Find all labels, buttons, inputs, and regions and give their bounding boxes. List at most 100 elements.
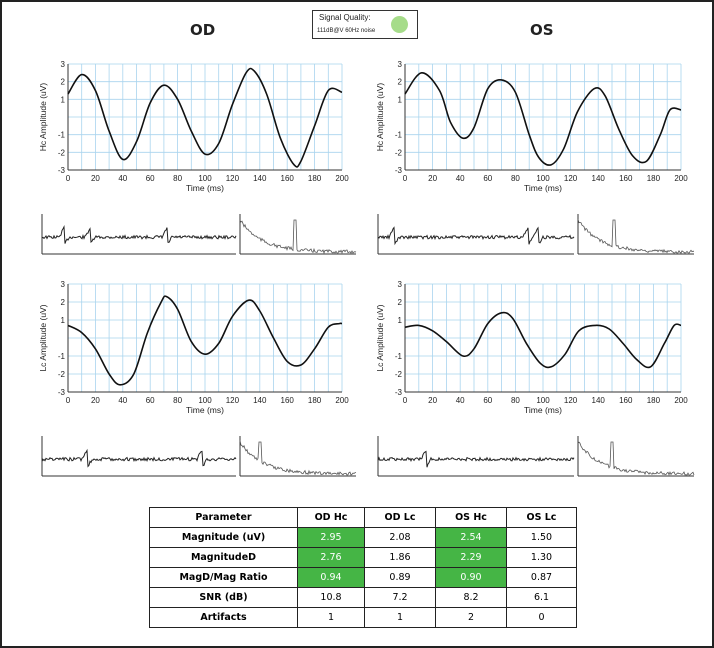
od-hc-y-tick-label: 2 bbox=[61, 78, 66, 87]
os-lc-y-tick-label: -1 bbox=[395, 352, 403, 361]
signal-quality-label: Signal Quality: bbox=[319, 13, 371, 22]
od-hc-waveform-line bbox=[67, 67, 343, 168]
value-cell: 2.95 bbox=[297, 527, 365, 548]
os-lc-x-tick-label: 160 bbox=[619, 396, 633, 405]
table-row: Magnitude (uV) 2.95 2.08 2.54 1.50 bbox=[149, 527, 577, 548]
value-cell: 7.2 bbox=[364, 587, 436, 608]
od-lc-x-tick-label: 180 bbox=[308, 396, 322, 405]
od-hc-x-tick-label: 200 bbox=[335, 174, 349, 183]
os-lc-x-axis-label: Time (ms) bbox=[524, 405, 562, 415]
od-hc-spectrum-thumbnail bbox=[239, 214, 357, 255]
value-cell: 1.50 bbox=[506, 527, 577, 548]
os-lc-chart: 0 20 40 60 80 100 120 140 160 180 200 3 2 1 -1 -2 -3 Time… bbox=[375, 280, 688, 415]
os-hc-x-tick-label: 60 bbox=[483, 174, 492, 183]
os-lc-x-tick-label: 40 bbox=[456, 396, 465, 405]
os-lc-x-tick-label: 20 bbox=[428, 396, 437, 405]
os-title: OS bbox=[530, 21, 554, 39]
od-hc-raw-trace-thumbnail bbox=[41, 214, 237, 255]
od-hc-x-tick-label: 180 bbox=[308, 174, 322, 183]
od-hc-y-tick-label: -2 bbox=[58, 148, 66, 157]
od-lc-x-tick-label: 60 bbox=[146, 396, 155, 405]
os-lc-x-tick-label: 120 bbox=[564, 396, 578, 405]
od-hc-y-tick-label: 3 bbox=[61, 60, 66, 69]
od-lc-x-tick-label: 0 bbox=[66, 396, 71, 405]
od-lc-y-tick-label: -3 bbox=[58, 388, 66, 397]
row-label-cell: Magnitude (uV) bbox=[149, 527, 298, 548]
os-lc-x-tick-label: 0 bbox=[403, 396, 408, 405]
od-lc-y-tick-label: -1 bbox=[58, 352, 66, 361]
os-lc-waveform-line bbox=[404, 311, 682, 369]
thumbnail-trace bbox=[41, 448, 237, 468]
od-hc-chart: 0 20 40 60 80 100 120 140 160 180 200 3 2 1 -1 -2 -3 Time… bbox=[38, 60, 349, 193]
od-lc-x-tick-label: 160 bbox=[281, 396, 295, 405]
od-hc-x-tick-label: 60 bbox=[146, 174, 155, 183]
od-lc-waveform-line bbox=[67, 295, 343, 386]
thumbnail-trace bbox=[239, 440, 357, 476]
od-lc-spectrum-thumbnail bbox=[239, 436, 357, 477]
os-hc-raw-trace-thumbnail bbox=[377, 214, 575, 255]
os-hc-y-tick-label: 3 bbox=[398, 60, 403, 69]
value-cell: 1.30 bbox=[506, 547, 577, 568]
os-lc-y-tick-label: -2 bbox=[395, 370, 403, 379]
od-hc-x-tick-label: 0 bbox=[66, 174, 71, 183]
thumbnail-trace bbox=[377, 226, 575, 246]
os-lc-x-tick-label: 80 bbox=[511, 396, 520, 405]
row-label-cell: SNR (dB) bbox=[149, 587, 298, 608]
os-hc-x-tick-label: 160 bbox=[619, 174, 633, 183]
od-lc-y-tick-label: 1 bbox=[61, 316, 66, 325]
column-header: OD Lc bbox=[364, 507, 436, 528]
os-hc-y-tick-label: -3 bbox=[395, 166, 403, 175]
os-hc-y-axis-label: Hc Amplitude (uV) bbox=[375, 83, 385, 152]
signal-quality-detail: 111dB@V 60Hz noise bbox=[317, 28, 376, 34]
table-body: Magnitude (uV) 2.95 2.08 2.54 1.50 MagnitudeD… bbox=[149, 527, 577, 628]
value-cell: 2.76 bbox=[297, 547, 365, 568]
os-hc-x-axis-label: Time (ms) bbox=[524, 183, 562, 193]
os-hc-y-tick-label: 1 bbox=[398, 95, 403, 104]
value-cell: 0.94 bbox=[297, 567, 365, 588]
od-lc-y-tick-label: -2 bbox=[58, 370, 66, 379]
os-lc-x-tick-label: 200 bbox=[674, 396, 688, 405]
thumbnail-trace bbox=[239, 219, 357, 255]
os-hc-x-tick-label: 40 bbox=[456, 174, 465, 183]
os-hc-spectrum-thumbnail bbox=[577, 214, 695, 255]
table-row: SNR (dB) 10.8 7.2 8.2 6.1 bbox=[149, 587, 577, 608]
od-hc-x-tick-label: 100 bbox=[198, 174, 212, 183]
os-hc-chart: 0 20 40 60 80 100 120 140 160 180 200 3 2 1 -1 -2 -3 Time… bbox=[375, 60, 688, 193]
od-lc-x-tick-label: 120 bbox=[226, 396, 240, 405]
os-hc-x-tick-label: 20 bbox=[428, 174, 437, 183]
row-label-cell: MagnitudeD bbox=[149, 547, 298, 568]
od-lc-x-axis-label: Time (ms) bbox=[186, 405, 224, 415]
os-lc-x-tick-label: 60 bbox=[483, 396, 492, 405]
od-lc-y-axis-label: Lc Amplitude (uV) bbox=[38, 304, 48, 371]
thumbnail-trace bbox=[577, 441, 695, 476]
od-hc-x-tick-label: 80 bbox=[173, 174, 182, 183]
waveform-plots: 0 20 40 60 80 100 120 140 160 180 200321-1-2-3Time… bbox=[38, 60, 695, 477]
table-row: MagnitudeD 2.76 1.86 2.29 1.30 bbox=[149, 547, 577, 568]
od-lc-x-tick-label: 20 bbox=[91, 396, 100, 405]
od-hc-y-tick-label: -1 bbox=[58, 131, 66, 140]
value-cell: 0.87 bbox=[506, 567, 577, 588]
os-lc-x-tick-label: 100 bbox=[536, 396, 550, 405]
od-lc-x-tick-label: 40 bbox=[118, 396, 127, 405]
column-header: Parameter bbox=[149, 507, 298, 528]
value-cell: 2.08 bbox=[364, 527, 436, 548]
thumbnail-trace bbox=[377, 450, 575, 468]
od-lc-x-tick-label: 100 bbox=[198, 396, 212, 405]
value-cell: 2 bbox=[435, 607, 507, 628]
os-lc-y-tick-label: -3 bbox=[395, 388, 403, 397]
os-lc-y-axis-label: Lc Amplitude (uV) bbox=[375, 304, 385, 371]
os-hc-x-tick-label: 100 bbox=[536, 174, 550, 183]
od-hc-x-tick-label: 40 bbox=[118, 174, 127, 183]
value-cell: 1 bbox=[297, 607, 365, 628]
od-lc-y-tick-label: 2 bbox=[61, 298, 66, 307]
value-cell: 0.90 bbox=[435, 567, 507, 588]
column-header: OD Hc bbox=[297, 507, 365, 528]
signal-quality-indicator-icon bbox=[391, 16, 408, 33]
row-label-cell: MagD/Mag Ratio bbox=[149, 567, 298, 588]
value-cell: 0.89 bbox=[364, 567, 436, 588]
os-hc-x-tick-label: 0 bbox=[403, 174, 408, 183]
os-lc-y-tick-label: 1 bbox=[398, 316, 403, 325]
value-cell: 2.54 bbox=[435, 527, 507, 548]
value-cell: 1.86 bbox=[364, 547, 436, 568]
os-lc-x-tick-label: 180 bbox=[647, 396, 661, 405]
